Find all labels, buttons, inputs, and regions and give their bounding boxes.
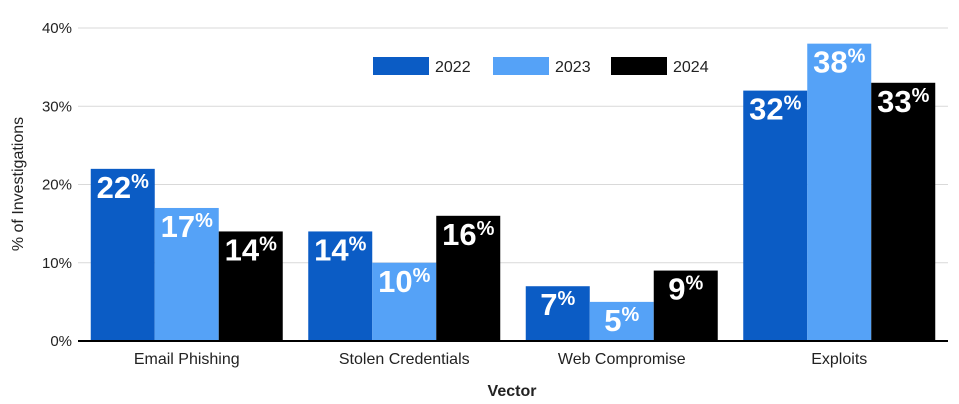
x-axis-categories: Email Phishing Stolen Credentials Web Comp… [134,351,867,368]
bars [90,43,936,342]
y-tick-label: 40% [42,20,72,37]
data-labels: 22% 17% 14% 14% 10% 16% 7% 5% 9% 32% 38% 33% [97,45,930,338]
y-tick-label: 20% [42,177,72,194]
data-label: 16% [442,217,494,252]
data-label: 33% [877,84,929,119]
legend-label: 2023 [555,59,591,76]
y-tick-label: 10% [42,255,72,272]
bar [436,215,501,341]
x-category-label: Exploits [811,351,867,368]
bar [372,262,437,341]
data-label: 17% [161,209,213,244]
bar [525,286,590,341]
data-label: 5% [604,303,639,338]
bar [218,231,283,341]
data-label: 38% [813,45,865,80]
bar [871,82,936,342]
bar [653,270,718,341]
bar [90,168,155,341]
legend-label: 2022 [435,59,471,76]
data-label: 14% [314,232,366,267]
data-label: 9% [668,272,703,307]
data-label: 7% [540,287,575,322]
x-axis-title: Vector [488,383,537,400]
y-axis-ticks: 0% 10% 20% 30% 40% [42,20,72,350]
legend-label: 2024 [673,59,709,76]
y-tick-label: 0% [50,333,72,350]
data-label: 14% [225,232,277,267]
legend-swatch [493,57,549,75]
x-category-label: Email Phishing [134,351,240,368]
data-label: 32% [749,92,801,127]
y-tick-label: 30% [42,98,72,115]
legend-swatch [373,57,429,75]
bar [807,43,872,342]
bar [308,231,373,341]
bar [154,207,219,341]
bar [589,301,654,341]
data-label: 10% [378,264,430,299]
data-label: 22% [97,170,149,205]
legend-swatch [611,57,667,75]
x-category-label: Web Compromise [558,351,686,368]
bar [743,90,808,341]
legend: 2022 2023 2024 [373,57,709,76]
x-category-label: Stolen Credentials [339,351,470,368]
y-axis-title: % of Investigations [10,117,27,251]
